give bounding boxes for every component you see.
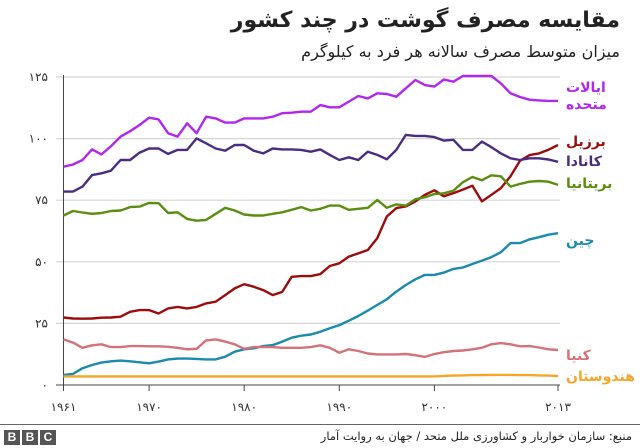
chart-subtitle: میزان متوسط مصرف سالانه هر فرد به کیلوگر…: [301, 42, 620, 61]
footer-divider: [0, 424, 640, 425]
source-note: منبع: سازمان خواربار و کشاورزی ملل متحد …: [320, 429, 632, 443]
series-label-usa: ایالات متحده: [566, 80, 607, 113]
x-tick-label: ۱۹۹۰: [326, 400, 352, 414]
series-line-6: [63, 373, 559, 378]
series-line-3: [62, 174, 559, 222]
series-label-brazil: برزیل: [566, 134, 606, 150]
series-label-kenya: کنیا: [566, 348, 591, 364]
series-lines: [62, 74, 559, 378]
series-label-india: هندوستان: [566, 369, 635, 385]
x-axis-ticks: ۱۹۶۱ ۱۹۷۰ ۱۹۸۰ ۱۹۹۰ ۲۰۰۰ ۲۰۱۳: [51, 384, 571, 414]
y-axis-ticks: ۰ ۲۵ ۵۰ ۷۵ ۱۰۰ ۱۲۵: [29, 70, 64, 392]
series-label-china: چین: [566, 233, 595, 249]
x-tick-label: ۱۹۷۰: [136, 400, 162, 414]
chart-title: مقایسه مصرف گوشت در چند کشور: [230, 8, 620, 33]
x-tick-label: ۲۰۱۳: [545, 400, 571, 414]
series-label-uk: بریتانیا: [566, 176, 613, 192]
y-tick-label: ۱۲۵: [29, 70, 48, 84]
y-tick-label: ۵۰: [35, 255, 48, 269]
y-tick-label: ۰: [42, 378, 48, 392]
series-line-5: [63, 338, 559, 359]
x-tick-label: ۱۹۸۰: [231, 400, 257, 414]
series-line-0: [63, 74, 558, 168]
y-tick-label: ۷۵: [35, 193, 48, 207]
series-line-1: [63, 143, 559, 320]
series-line-4: [63, 232, 559, 377]
series-line-2: [63, 133, 559, 193]
y-tick-label: ۱۰۰: [29, 132, 48, 146]
x-tick-label: ۱۹۶۱: [51, 400, 77, 414]
y-tick-label: ۲۵: [35, 316, 48, 330]
series-label-canada: کانادا: [566, 154, 602, 170]
x-tick-label: ۲۰۰۰: [421, 400, 447, 414]
